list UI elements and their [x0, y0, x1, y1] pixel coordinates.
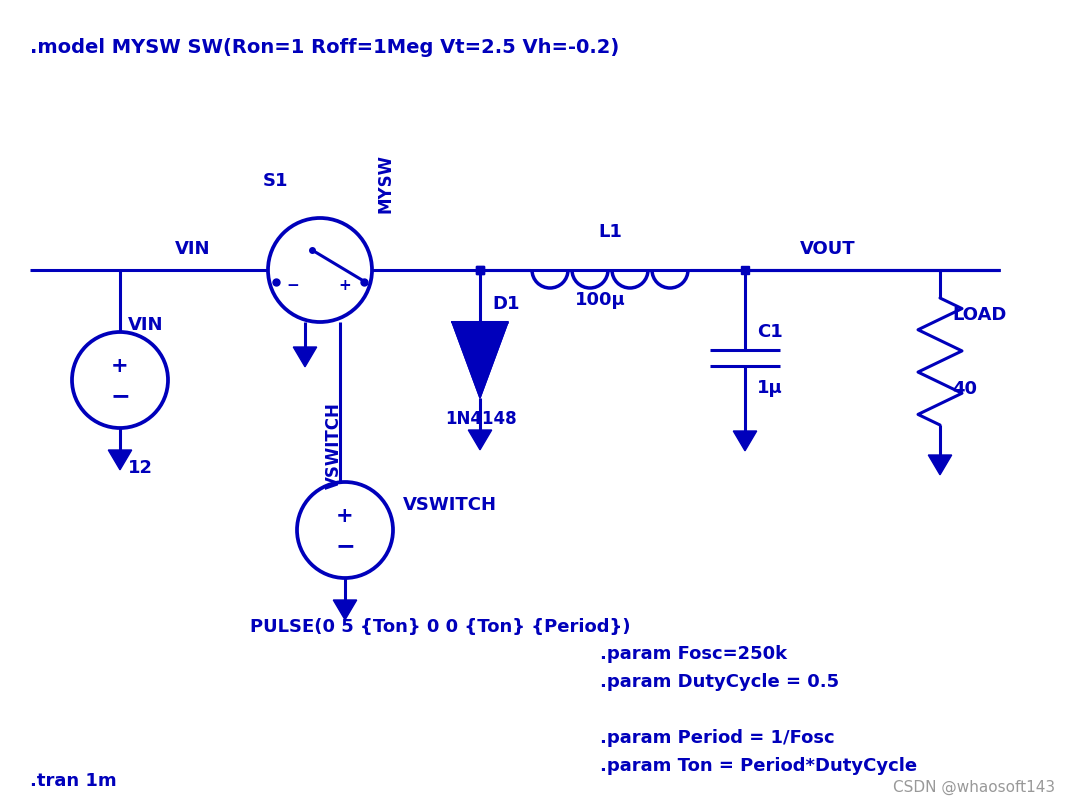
Text: C1: C1	[757, 323, 783, 341]
Bar	[476, 266, 484, 274]
Text: +: +	[339, 279, 351, 293]
Text: VIN: VIN	[129, 316, 163, 334]
Text: VOUT: VOUT	[800, 240, 855, 258]
Bar	[476, 266, 484, 274]
Text: 12: 12	[129, 459, 153, 477]
Text: .param Fosc=250k: .param Fosc=250k	[600, 645, 787, 663]
Text: D1: D1	[492, 295, 519, 313]
Text: PULSE(0 5 {Ton} 0 0 {Ton} {Period}): PULSE(0 5 {Ton} 0 0 {Ton} {Period})	[249, 618, 631, 636]
Polygon shape	[294, 347, 316, 367]
Bar	[741, 266, 750, 274]
Text: .param DutyCycle = 0.5: .param DutyCycle = 0.5	[600, 673, 839, 691]
Text: LOAD: LOAD	[951, 306, 1007, 324]
Text: −: −	[286, 279, 299, 293]
Text: VIN: VIN	[175, 240, 211, 258]
Text: 100μ: 100μ	[575, 291, 625, 309]
Polygon shape	[469, 430, 491, 450]
Text: VSWITCH: VSWITCH	[325, 402, 343, 489]
Polygon shape	[334, 600, 356, 620]
Text: .model MYSW SW(Ron=1 Roff=1Meg Vt=2.5 Vh=-0.2): .model MYSW SW(Ron=1 Roff=1Meg Vt=2.5 Vh…	[30, 38, 619, 57]
Text: 40: 40	[951, 381, 977, 399]
Text: .param Period = 1/Fosc: .param Period = 1/Fosc	[600, 729, 835, 747]
Polygon shape	[733, 431, 757, 451]
Text: L1: L1	[598, 223, 622, 241]
Text: S1: S1	[262, 172, 287, 190]
Text: .tran 1m: .tran 1m	[30, 772, 117, 790]
Text: VSWITCH: VSWITCH	[403, 496, 497, 514]
Text: −: −	[335, 534, 355, 558]
Text: −: −	[110, 384, 130, 408]
Text: CSDN @whaosoft143: CSDN @whaosoft143	[893, 780, 1055, 795]
Text: +: +	[336, 506, 354, 526]
Text: MYSW: MYSW	[377, 154, 395, 213]
Text: 1N4148: 1N4148	[445, 410, 516, 428]
Text: .param Ton = Period*DutyCycle: .param Ton = Period*DutyCycle	[600, 757, 917, 775]
Text: +: +	[111, 356, 129, 376]
Polygon shape	[108, 450, 132, 470]
Polygon shape	[929, 455, 951, 475]
Polygon shape	[453, 322, 508, 398]
Text: 1μ: 1μ	[757, 379, 783, 397]
